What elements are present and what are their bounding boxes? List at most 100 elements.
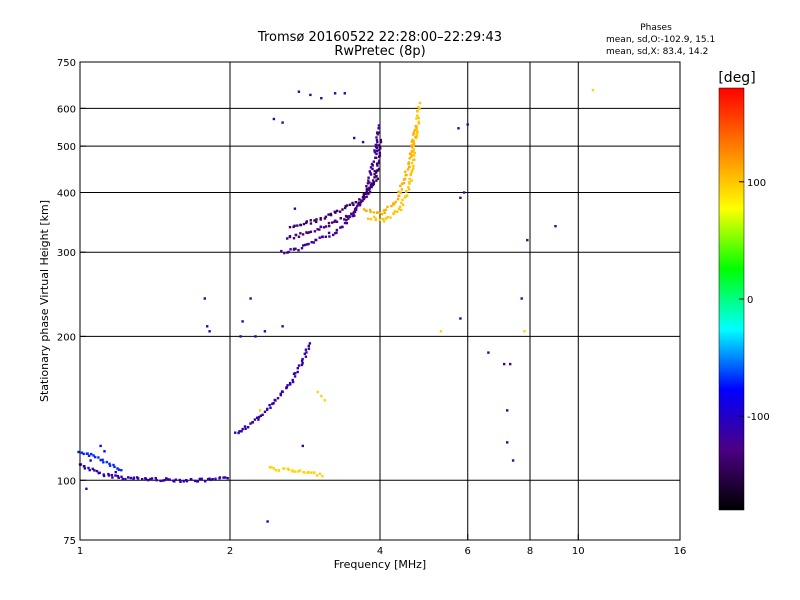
- data-point: [408, 177, 411, 181]
- data-point: [263, 330, 267, 333]
- data-point: [397, 207, 401, 211]
- data-point: [268, 403, 271, 407]
- data-point: [272, 402, 275, 405]
- data-point: [289, 383, 292, 386]
- data-point: [373, 151, 377, 154]
- data-point: [408, 152, 412, 156]
- data-point: [86, 452, 89, 455]
- data-point: [591, 88, 595, 92]
- data-point: [345, 215, 348, 218]
- data-point: [412, 150, 415, 153]
- data-point: [353, 214, 356, 217]
- data-point: [214, 477, 217, 480]
- data-point: [410, 171, 413, 174]
- data-point: [305, 351, 308, 354]
- data-point: [82, 452, 85, 456]
- data-point: [168, 478, 171, 481]
- data-point: [307, 344, 310, 348]
- data-point: [361, 199, 364, 202]
- x-tick-label: 10: [572, 546, 585, 557]
- data-point: [121, 477, 124, 481]
- data-point: [150, 477, 154, 480]
- data-point: [83, 465, 86, 468]
- data-point: [315, 218, 318, 221]
- data-point: [207, 478, 210, 481]
- data-point: [129, 476, 132, 480]
- data-point: [368, 190, 372, 194]
- data-point: [383, 211, 386, 214]
- data-point: [404, 195, 407, 198]
- data-point: [404, 170, 407, 173]
- data-point: [309, 219, 312, 222]
- phases-x-line: mean, sd,X: 83.4, 14.2: [606, 47, 708, 57]
- data-point: [375, 174, 378, 178]
- data-point: [411, 153, 414, 157]
- data-point: [367, 179, 370, 182]
- data-point: [376, 164, 379, 167]
- data-point: [377, 144, 380, 147]
- data-point: [327, 213, 330, 216]
- data-point: [353, 210, 357, 214]
- data-point: [114, 474, 117, 477]
- data-point: [315, 220, 318, 224]
- data-point: [377, 161, 380, 164]
- data-point: [286, 384, 289, 387]
- data-point: [80, 451, 84, 454]
- data-point: [95, 469, 99, 473]
- data-point: [410, 146, 414, 149]
- data-point: [378, 218, 381, 221]
- data-point: [361, 140, 365, 144]
- data-point: [313, 219, 316, 222]
- data-point: [357, 203, 360, 206]
- data-point: [370, 162, 374, 166]
- data-point: [343, 92, 346, 95]
- data-point: [506, 409, 509, 412]
- data-point: [182, 480, 185, 483]
- data-point: [276, 397, 280, 400]
- data-point: [343, 218, 346, 221]
- y-tick-label: 75: [63, 536, 76, 547]
- data-point: [206, 325, 209, 328]
- data-point: [382, 209, 386, 212]
- data-point: [114, 470, 117, 474]
- data-point: [97, 456, 100, 459]
- data-point: [154, 477, 157, 480]
- data-point: [367, 192, 370, 196]
- data-point: [303, 352, 306, 355]
- data-point: [329, 213, 333, 217]
- x-tick-label: 1: [77, 546, 83, 557]
- data-point: [417, 120, 420, 124]
- data-point: [178, 478, 181, 482]
- data-point: [345, 204, 349, 207]
- data-point: [304, 348, 308, 351]
- data-point: [402, 181, 406, 185]
- data-point: [301, 233, 305, 236]
- data-point: [203, 297, 206, 300]
- data-point: [372, 160, 375, 163]
- data-point: [306, 243, 309, 246]
- data-point: [324, 215, 328, 218]
- data-point: [347, 217, 350, 220]
- data-point: [116, 467, 119, 470]
- data-point: [506, 441, 509, 444]
- y-axis-label: Stationary phase Virtual Height [km]: [38, 200, 51, 402]
- data-point: [412, 133, 415, 136]
- data-point: [285, 386, 288, 389]
- data-point: [354, 207, 357, 210]
- data-point: [323, 399, 326, 402]
- data-point: [418, 101, 422, 105]
- data-point: [189, 478, 193, 481]
- data-point: [459, 317, 462, 320]
- data-point: [287, 468, 291, 471]
- data-point: [327, 231, 331, 235]
- data-point: [251, 421, 254, 424]
- data-point: [87, 466, 90, 470]
- data-point: [369, 173, 373, 176]
- data-point: [375, 139, 379, 142]
- data-point: [302, 244, 305, 247]
- data-point: [263, 410, 267, 413]
- data-point: [373, 169, 376, 173]
- data-point: [378, 211, 381, 215]
- data-point: [331, 221, 334, 224]
